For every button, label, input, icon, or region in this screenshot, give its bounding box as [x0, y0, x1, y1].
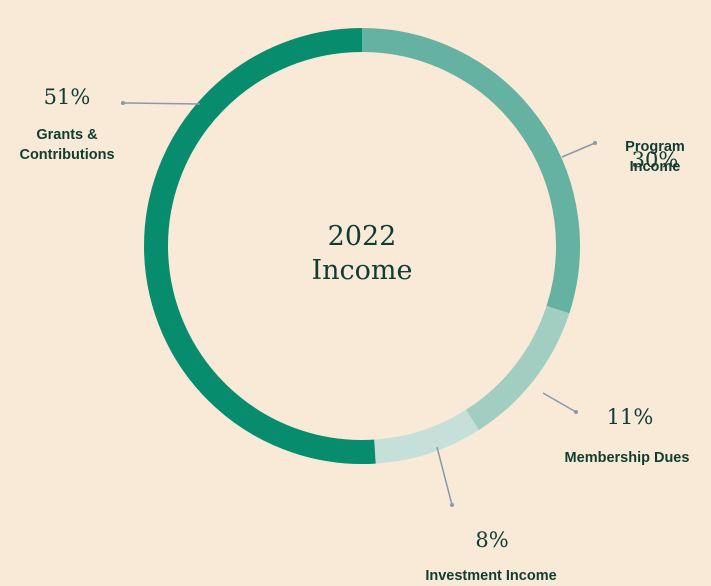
donut-segment [361, 28, 580, 314]
leader-line [561, 142, 596, 158]
leader-dot [121, 101, 125, 105]
leader-line [542, 392, 577, 413]
leader-dot [450, 503, 454, 507]
leader-dot [574, 410, 578, 414]
category-label: Membership Dues [564, 450, 690, 466]
percent-label: 30% [631, 148, 679, 172]
donut-segment [373, 409, 479, 464]
leader-line [122, 102, 201, 105]
donut-segment [144, 28, 376, 464]
leader-dot [593, 141, 597, 145]
donut-segment [465, 305, 570, 431]
leader-line [436, 446, 453, 506]
percent-label: 51% [43, 85, 91, 109]
category-label: Program Income [625, 139, 685, 175]
percent-label: 11% [606, 405, 654, 429]
category-label: Investment Income [425, 568, 557, 584]
category-label: Grants & Contributions [19, 127, 115, 163]
percent-label: 8% [475, 528, 509, 552]
chart-title: 2022 Income [311, 221, 413, 286]
